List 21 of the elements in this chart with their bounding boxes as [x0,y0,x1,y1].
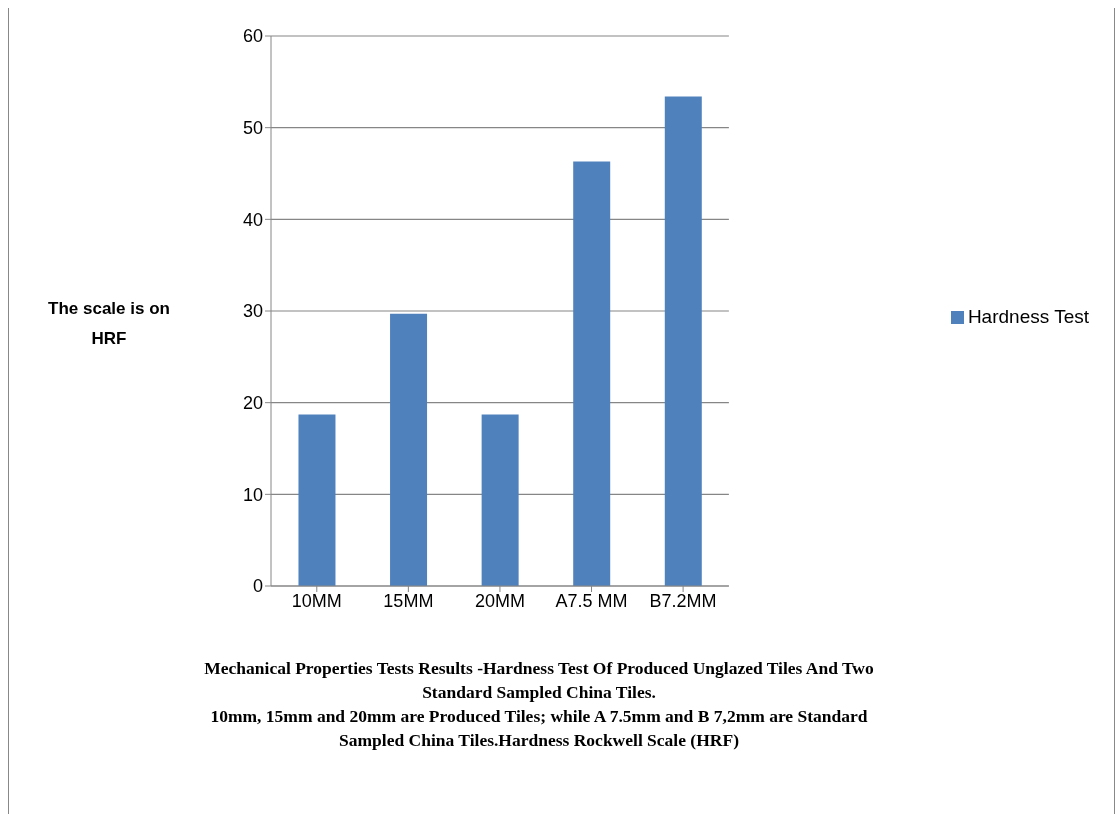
x-tick-label: 10MM [291,590,342,611]
text: 10mm, 15mm and 20mm are Produced Tiles; while A 7.5mm and B 7,2mm are Standard Sampled China Tiles.Hardness Rockwell Scale (HRF) [209,705,869,752]
x-tick-label: B7.2MM [649,590,717,611]
y-tick-label: 0 [252,576,263,597]
y-tick-label: 50 [242,118,263,139]
x-tick-label: 20MM [474,590,525,611]
x-tick-label: A7.5 MM [555,590,628,611]
bar [664,96,702,586]
y-tick-label: 20 [242,393,263,414]
bar [573,161,611,586]
y-tick-label: 30 [242,301,263,322]
text: Mechanical Properties Tests Results -Hardness Test Of Produced Unglazed Tiles And Two Standard Sampled China Tiles. [203,657,875,704]
y-tick-label: 60 [242,26,263,47]
legend-label: Hardness Test [967,306,1089,327]
x-tick-label: 15MM [383,590,434,611]
bar [390,313,428,586]
bar [298,414,336,586]
y-tick-label: 40 [242,209,263,230]
y-tick-label: 10 [242,484,263,505]
y-axis-title: The scale is on HRF [47,298,171,350]
bar [481,414,519,586]
